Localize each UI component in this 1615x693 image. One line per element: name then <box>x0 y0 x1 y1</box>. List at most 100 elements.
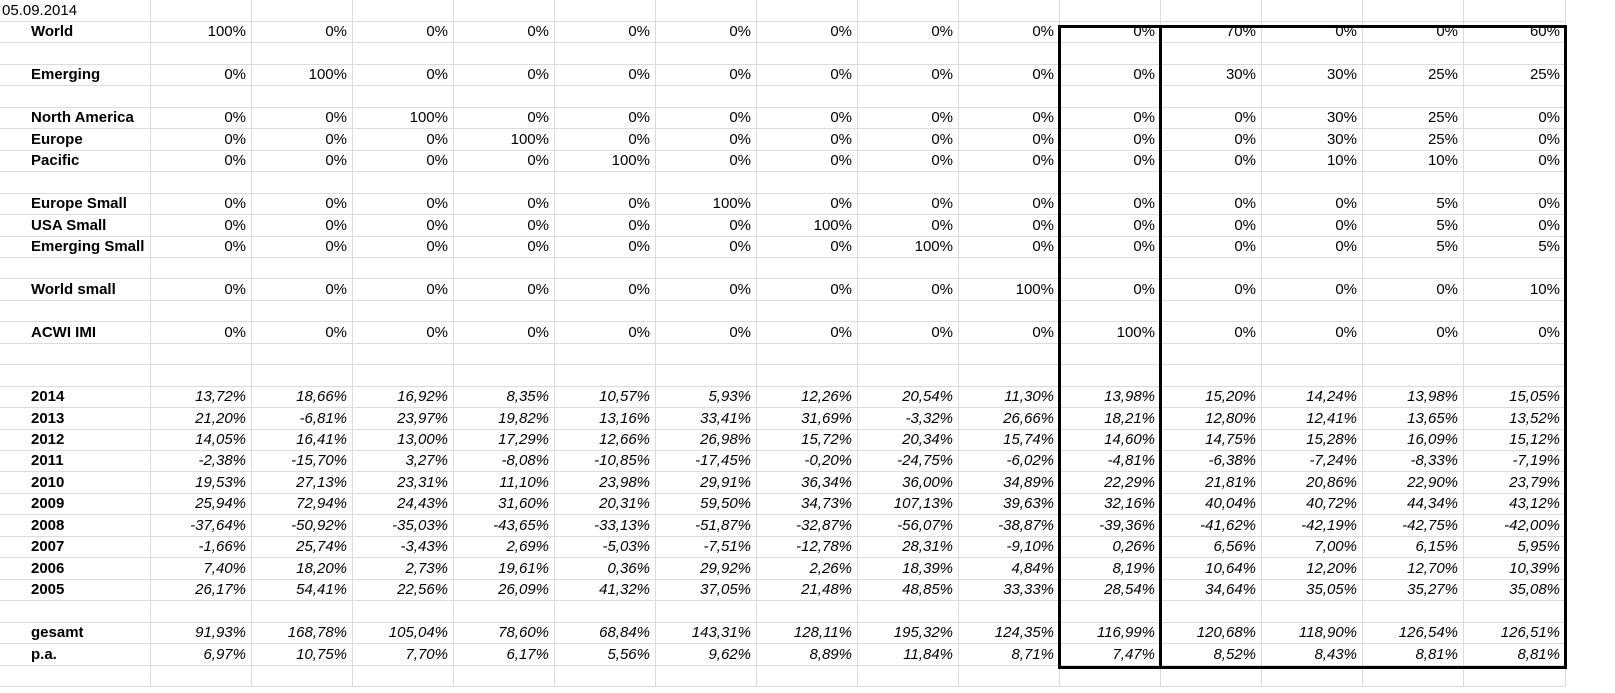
summary-cell[interactable]: 8,71% <box>959 643 1060 666</box>
allocation-cell[interactable]: 100% <box>353 107 454 130</box>
return-cell[interactable]: -0,20% <box>757 450 858 473</box>
allocation-cell[interactable]: 0% <box>252 107 353 130</box>
return-cell[interactable]: 21,48% <box>757 579 858 602</box>
empty-cell[interactable] <box>151 0 252 22</box>
return-cell[interactable]: 13,52% <box>1464 407 1566 430</box>
empty-cell[interactable] <box>1464 343 1566 366</box>
allocation-cell[interactable]: 0% <box>151 107 252 130</box>
empty-cell[interactable] <box>1060 300 1161 323</box>
row-label-cell[interactable]: 2005 <box>0 579 151 602</box>
return-cell[interactable]: -7,24% <box>1262 450 1363 473</box>
allocation-cell[interactable]: 0% <box>1262 321 1363 344</box>
empty-cell[interactable] <box>1060 343 1161 366</box>
return-cell[interactable]: 31,60% <box>454 493 555 516</box>
allocation-cell[interactable]: 0% <box>757 321 858 344</box>
empty-cell[interactable] <box>353 85 454 108</box>
row-label-cell[interactable]: 2013 <box>0 407 151 430</box>
empty-cell[interactable] <box>353 42 454 65</box>
return-cell[interactable]: 19,82% <box>454 407 555 430</box>
empty-cell[interactable] <box>454 600 555 623</box>
row-label-cell[interactable]: gesamt <box>0 622 151 645</box>
empty-cell[interactable] <box>656 600 757 623</box>
return-cell[interactable]: 22,29% <box>1060 471 1161 494</box>
allocation-cell[interactable]: 0% <box>353 64 454 87</box>
allocation-cell[interactable]: 0% <box>353 278 454 301</box>
return-cell[interactable]: 28,31% <box>858 536 959 559</box>
empty-cell[interactable] <box>353 664 454 687</box>
empty-cell[interactable] <box>757 42 858 65</box>
allocation-cell[interactable]: 0% <box>656 214 757 237</box>
allocation-cell[interactable]: 5% <box>1363 235 1464 258</box>
return-cell[interactable]: -35,03% <box>353 514 454 537</box>
return-cell[interactable]: 35,27% <box>1363 579 1464 602</box>
row-label-cell[interactable]: 2006 <box>0 557 151 580</box>
allocation-cell[interactable]: 0% <box>454 150 555 173</box>
return-cell[interactable]: 15,20% <box>1161 386 1262 409</box>
allocation-cell[interactable]: 30% <box>1262 128 1363 151</box>
empty-cell[interactable] <box>1161 42 1262 65</box>
summary-cell[interactable]: 9,62% <box>656 643 757 666</box>
allocation-cell[interactable]: 0% <box>656 321 757 344</box>
allocation-cell[interactable]: 0% <box>757 64 858 87</box>
allocation-cell[interactable]: 0% <box>1060 107 1161 130</box>
empty-cell[interactable] <box>151 85 252 108</box>
allocation-cell[interactable]: 5% <box>1464 235 1566 258</box>
allocation-cell[interactable]: 0% <box>1464 214 1566 237</box>
empty-cell[interactable] <box>1363 85 1464 108</box>
return-cell[interactable]: 24,43% <box>353 493 454 516</box>
return-cell[interactable]: 25,74% <box>252 536 353 559</box>
return-cell[interactable]: 41,32% <box>555 579 656 602</box>
return-cell[interactable]: 18,21% <box>1060 407 1161 430</box>
empty-cell[interactable] <box>1060 664 1161 687</box>
empty-cell[interactable] <box>1161 171 1262 194</box>
return-cell[interactable]: -3,43% <box>353 536 454 559</box>
return-cell[interactable]: 20,54% <box>858 386 959 409</box>
return-cell[interactable]: 40,72% <box>1262 493 1363 516</box>
allocation-cell[interactable]: 0% <box>1060 278 1161 301</box>
allocation-cell[interactable]: 0% <box>252 321 353 344</box>
empty-cell[interactable] <box>555 42 656 65</box>
return-cell[interactable]: 14,60% <box>1060 429 1161 451</box>
empty-cell[interactable] <box>656 664 757 687</box>
empty-cell[interactable] <box>353 300 454 323</box>
empty-cell[interactable] <box>454 343 555 366</box>
empty-cell[interactable] <box>454 364 555 387</box>
empty-cell[interactable] <box>1363 257 1464 280</box>
allocation-cell[interactable]: 0% <box>151 278 252 301</box>
summary-cell[interactable]: 105,04% <box>353 622 454 645</box>
allocation-cell[interactable]: 0% <box>454 107 555 130</box>
return-cell[interactable]: 59,50% <box>656 493 757 516</box>
return-cell[interactable]: 34,64% <box>1161 579 1262 602</box>
return-cell[interactable]: -38,87% <box>959 514 1060 537</box>
empty-cell[interactable] <box>1363 42 1464 65</box>
empty-cell[interactable] <box>1060 171 1161 194</box>
empty-cell[interactable] <box>0 171 151 194</box>
empty-cell[interactable] <box>555 343 656 366</box>
empty-cell[interactable] <box>151 664 252 687</box>
return-cell[interactable]: 2,69% <box>454 536 555 559</box>
empty-cell[interactable] <box>1161 600 1262 623</box>
allocation-cell[interactable]: 0% <box>555 235 656 258</box>
allocation-cell[interactable]: 0% <box>858 321 959 344</box>
allocation-cell[interactable]: 0% <box>858 64 959 87</box>
row-label-cell[interactable]: 2009 <box>0 493 151 516</box>
allocation-cell[interactable]: 0% <box>656 278 757 301</box>
empty-cell[interactable] <box>0 664 151 687</box>
return-cell[interactable]: 34,89% <box>959 471 1060 494</box>
allocation-cell[interactable]: 25% <box>1363 128 1464 151</box>
return-cell[interactable]: -1,66% <box>151 536 252 559</box>
row-label-cell[interactable]: Europe <box>0 128 151 151</box>
allocation-cell[interactable]: 0% <box>555 21 656 44</box>
allocation-cell[interactable]: 0% <box>959 150 1060 173</box>
empty-cell[interactable] <box>858 171 959 194</box>
return-cell[interactable]: 26,09% <box>454 579 555 602</box>
allocation-cell[interactable]: 25% <box>1464 64 1566 87</box>
empty-cell[interactable] <box>151 364 252 387</box>
allocation-cell[interactable]: 0% <box>858 21 959 44</box>
allocation-cell[interactable]: 0% <box>1464 150 1566 173</box>
allocation-cell[interactable]: 0% <box>959 107 1060 130</box>
empty-cell[interactable] <box>252 0 353 22</box>
empty-cell[interactable] <box>1262 364 1363 387</box>
return-cell[interactable]: 26,17% <box>151 579 252 602</box>
return-cell[interactable]: 14,05% <box>151 429 252 451</box>
